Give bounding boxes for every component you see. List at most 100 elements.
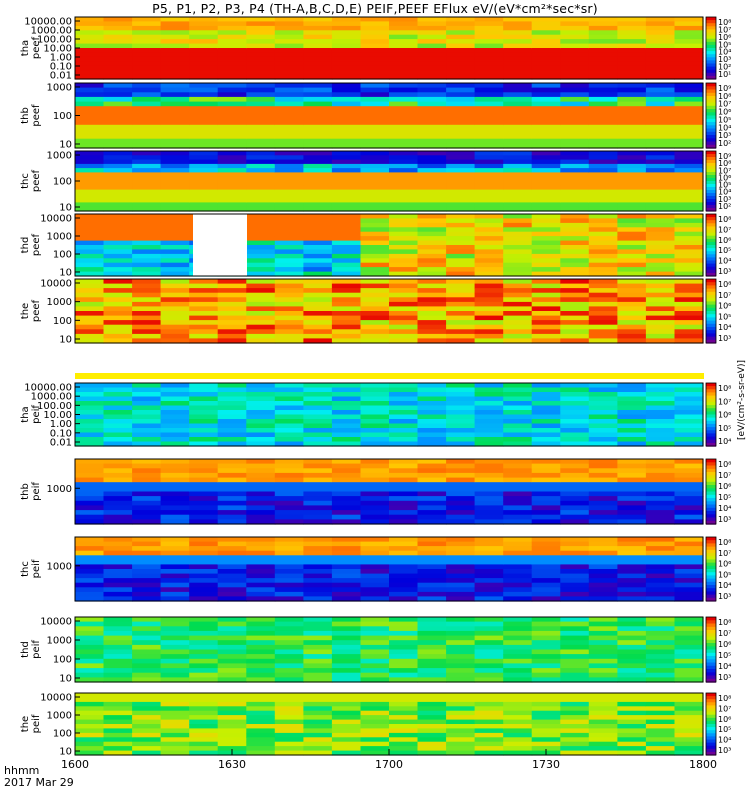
heatmap-cell xyxy=(246,477,276,483)
heatmap-cell xyxy=(274,198,304,203)
heatmap-cell xyxy=(560,750,590,756)
heatmap-cell xyxy=(389,732,419,738)
heatmap-cell xyxy=(389,591,419,598)
heatmap-cell xyxy=(417,163,447,169)
heatmap-cell xyxy=(417,129,447,135)
heatmap-cell xyxy=(531,486,561,493)
heatmap-cell xyxy=(588,193,618,199)
colorbar-step xyxy=(706,414,716,419)
y-tick-label: 0.10 xyxy=(50,62,72,73)
heatmap-cell xyxy=(217,30,247,36)
heatmap-cell xyxy=(446,591,476,598)
heatmap-cell xyxy=(132,176,162,182)
colorbar-step xyxy=(706,398,716,403)
heatmap-cell xyxy=(417,555,447,561)
heatmap-cell xyxy=(303,746,333,752)
heatmap-cell xyxy=(645,43,675,49)
heatmap-cell xyxy=(132,437,162,443)
heatmap-cell xyxy=(645,227,675,233)
heatmap-cell xyxy=(588,550,618,556)
heatmap-cell xyxy=(303,283,333,289)
colorbar-tick-label: 10⁷ xyxy=(718,291,731,300)
heatmap-cell xyxy=(560,550,590,556)
colorbar-step xyxy=(706,745,716,750)
colorbar-step xyxy=(706,163,716,167)
heatmap-cell xyxy=(503,338,533,344)
heatmap-cell xyxy=(446,52,476,58)
heatmap-cell xyxy=(75,96,105,103)
heatmap-cell xyxy=(531,419,561,425)
heatmap-cell xyxy=(274,258,304,264)
heatmap-cell xyxy=(531,514,561,520)
heatmap-cell xyxy=(189,587,219,593)
heatmap-cell xyxy=(103,193,133,199)
colorbar-tick-label: 10⁹ xyxy=(718,84,731,93)
heatmap-cell xyxy=(446,677,476,683)
y-tick-label: 10 xyxy=(59,335,72,346)
heatmap-cell xyxy=(560,283,590,289)
heatmap-cell xyxy=(246,172,276,178)
heatmap-cell xyxy=(617,176,647,182)
heatmap-cell xyxy=(674,172,704,178)
heatmap-cell xyxy=(274,569,304,575)
colorbar-step xyxy=(706,263,716,268)
heatmap-cell xyxy=(132,134,162,140)
heatmap-cell xyxy=(189,496,219,502)
heatmap-cell xyxy=(474,74,504,80)
heatmap-cell xyxy=(474,253,504,259)
heatmap-cell xyxy=(503,591,533,598)
heatmap-cell xyxy=(274,231,304,237)
heatmap-cell xyxy=(503,193,533,199)
heatmap-cell xyxy=(674,283,704,289)
heatmap-cell xyxy=(446,181,476,186)
heatmap-cell xyxy=(389,297,419,303)
panel-tha-peef xyxy=(75,17,704,80)
heatmap-cell xyxy=(189,163,219,169)
heatmap-cell xyxy=(389,115,419,121)
heatmap-cell xyxy=(160,258,190,264)
heatmap-cell xyxy=(103,306,133,312)
colorbar-tick-label: 10⁸ xyxy=(718,18,731,27)
heatmap-cell xyxy=(531,626,561,632)
heatmap-cell xyxy=(446,719,476,725)
heatmap-cell xyxy=(132,222,162,228)
heatmap-cell xyxy=(331,324,361,330)
heatmap-cell xyxy=(303,324,333,330)
heatmap-cell xyxy=(217,569,247,575)
colorbar-unit-label: [eV/(cm²-s-sr-eV)] xyxy=(737,360,747,440)
heatmap-cell xyxy=(474,737,504,743)
colorbar-step xyxy=(706,675,716,680)
heatmap-cell xyxy=(674,297,704,303)
heatmap-cell xyxy=(274,401,304,407)
heatmap-cell xyxy=(331,582,361,588)
heatmap-cell xyxy=(360,70,390,76)
heatmap-cell xyxy=(75,505,105,511)
heatmap-cell xyxy=(303,750,333,756)
heatmap-cell xyxy=(132,649,162,655)
heatmap-cell xyxy=(446,87,476,93)
colorbar xyxy=(706,83,716,149)
heatmap-cell xyxy=(531,129,561,135)
heatmap-cell xyxy=(503,486,533,493)
heatmap-cell xyxy=(617,333,647,340)
colorbar-tick-label: 10⁹ xyxy=(718,152,731,161)
heatmap-cell xyxy=(303,541,333,547)
heatmap-cell xyxy=(645,25,675,31)
heatmap-cell xyxy=(645,222,675,228)
heatmap-cell xyxy=(331,48,361,53)
heatmap-cell xyxy=(674,546,704,552)
colorbar-tick-label: 10⁸ xyxy=(718,92,731,101)
colorbar-tick-label: 10⁴ xyxy=(718,504,731,513)
heatmap-cell xyxy=(103,392,133,398)
heatmap-cell xyxy=(674,437,704,443)
heatmap-cell xyxy=(103,737,133,743)
heatmap-cell xyxy=(360,663,390,669)
heatmap-cell xyxy=(160,491,190,497)
heatmap-cell xyxy=(645,441,675,447)
heatmap-cell xyxy=(617,591,647,598)
heatmap-cell xyxy=(474,83,504,89)
heatmap-cell xyxy=(75,496,105,502)
heatmap-cell xyxy=(246,728,276,734)
heatmap-cell xyxy=(189,168,219,173)
heatmap-cell xyxy=(389,550,419,556)
